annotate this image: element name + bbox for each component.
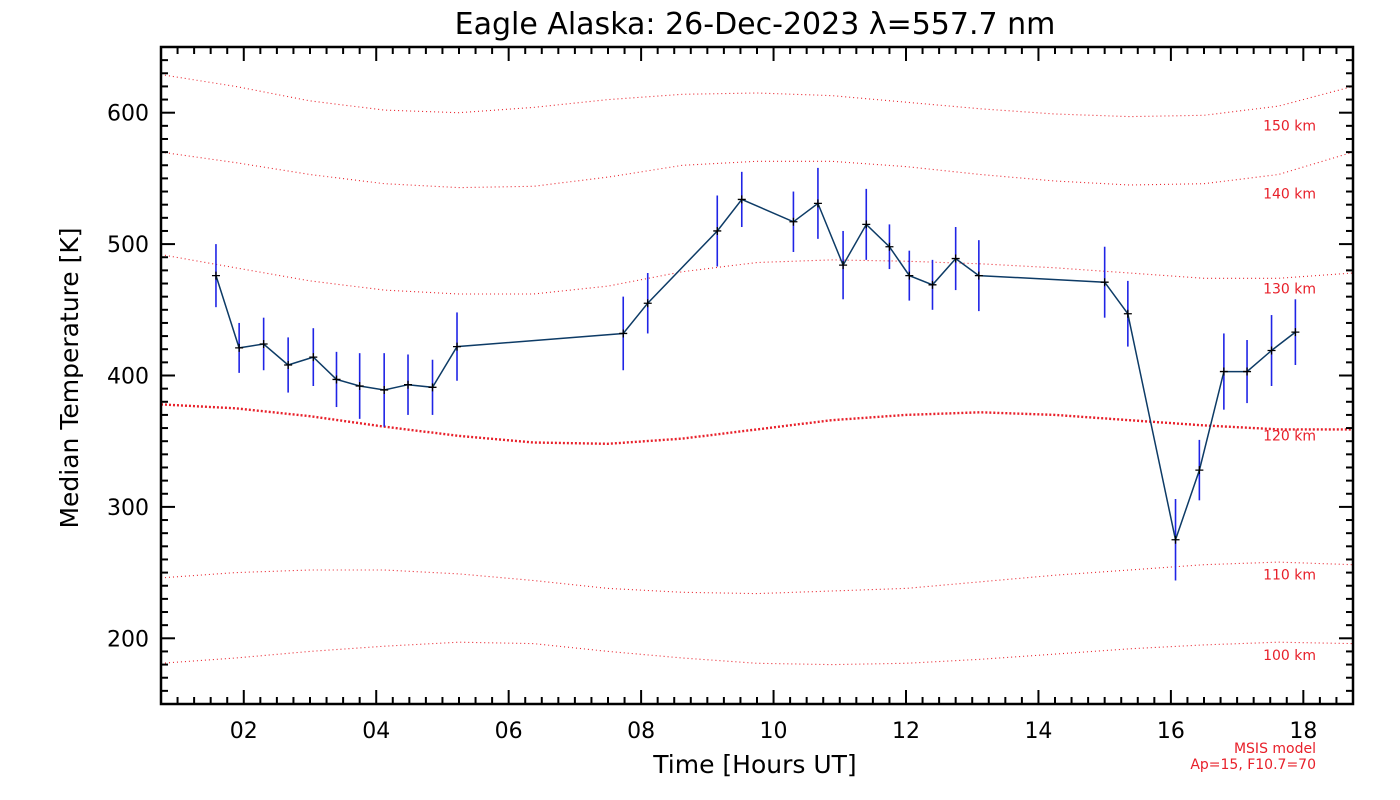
chart-title: Eagle Alaska: 26-Dec-2023 λ=557.7 nm: [455, 7, 1056, 42]
data-point: [1171, 535, 1180, 544]
data-point: [235, 343, 244, 352]
x-tick-label: 06: [495, 719, 523, 744]
x-tick-label: 10: [760, 719, 788, 744]
data-point: [905, 271, 914, 280]
y-tick-label: 600: [107, 102, 149, 127]
data-point: [380, 385, 389, 394]
data-point: [1123, 309, 1132, 318]
model-line-100-km: [160, 641, 1354, 666]
x-tick-label: 16: [1157, 719, 1185, 744]
data-point: [355, 382, 364, 391]
model-line-label: 100 km: [1263, 648, 1316, 664]
data-series: [211, 167, 1300, 581]
x-tick-label: 08: [627, 719, 655, 744]
model-line-120-km: [160, 403, 1353, 446]
x-tick-label: 14: [1024, 719, 1052, 744]
model-line-label: 150 km: [1263, 118, 1316, 134]
data-point: [332, 375, 341, 384]
data-point: [737, 195, 746, 204]
data-point: [1291, 328, 1300, 337]
data-point: [951, 254, 960, 263]
data-point: [1243, 367, 1252, 376]
data-point: [789, 217, 798, 226]
y-tick-label: 400: [107, 365, 149, 390]
data-point: [284, 360, 293, 369]
model-note-line-2: Ap=15, F10.7=70: [1190, 757, 1316, 773]
data-point: [211, 271, 220, 280]
model-line-label: 140 km: [1263, 187, 1316, 203]
y-tick-label: 300: [107, 496, 149, 521]
data-point: [1100, 278, 1109, 287]
model-line-label: 120 km: [1263, 428, 1316, 444]
plot-frame: [159, 45, 1355, 706]
data-point: [1219, 367, 1228, 376]
x-axis-label: Time [Hours UT]: [652, 750, 856, 779]
data-point: [813, 199, 822, 208]
y-axis-label: Median Temperature [K]: [55, 227, 84, 528]
data-point: [928, 280, 937, 289]
model-line-label: 110 km: [1263, 568, 1316, 584]
model-line-130-km: [160, 254, 1354, 295]
model-line-110-km: [160, 561, 1354, 595]
data-point: [619, 329, 628, 338]
data-point: [643, 299, 652, 308]
y-tick-label: 200: [107, 627, 149, 652]
data-point: [1267, 346, 1276, 355]
data-point: [839, 261, 848, 270]
model-note-line-1: MSIS model: [1234, 741, 1316, 757]
x-tick-label: 04: [362, 719, 390, 744]
data-point: [259, 339, 268, 348]
model-line-150-km: [160, 74, 1354, 118]
data-point: [309, 353, 318, 362]
model-line-label: 130 km: [1263, 281, 1316, 297]
x-tick-label: 02: [230, 719, 258, 744]
data-point: [713, 226, 722, 235]
data-point: [885, 242, 894, 251]
x-tick-label: 12: [892, 719, 920, 744]
data-point: [1195, 466, 1204, 475]
data-point: [974, 271, 983, 280]
data-point: [453, 342, 462, 351]
data-point: [404, 380, 413, 389]
data-point: [428, 383, 437, 392]
series-line: [215, 198, 1296, 543]
x-tick-label: 18: [1289, 719, 1317, 744]
data-point: [862, 220, 871, 229]
y-tick-label: 500: [107, 233, 149, 258]
model-line-140-km: [160, 151, 1354, 189]
axes: 02 04 06 08 10 12 14 16 18 200 300 400 500 600: [107, 45, 1355, 744]
model-lines: 150 km 140 km 130 km 120 km 110 km 100 km: [160, 74, 1354, 666]
